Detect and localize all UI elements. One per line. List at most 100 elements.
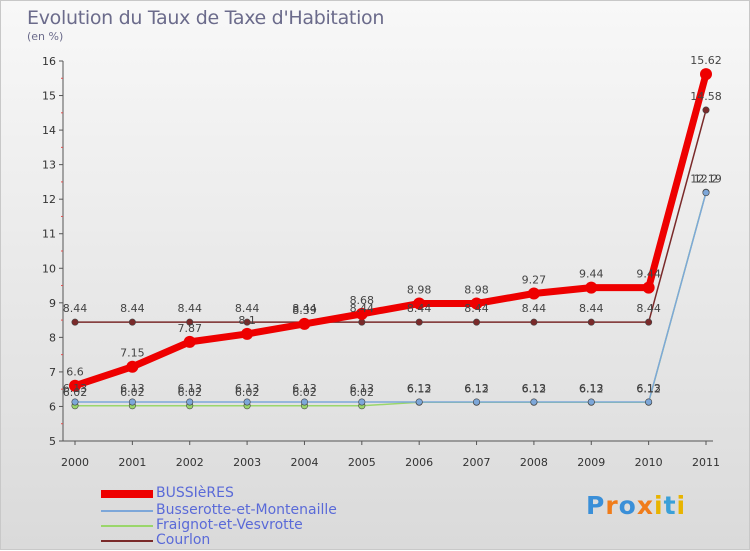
data-point-busserotte-et-montenaille <box>473 398 481 406</box>
data-point-bussie-res <box>355 307 368 320</box>
x-tick-label: 2004 <box>290 456 318 469</box>
data-point-busserotte-et-montenaille <box>587 398 595 406</box>
data-point-busserotte-et-montenaille <box>645 398 653 406</box>
chart-title: Evolution du Taux de Taxe d'Habitation <box>27 7 385 29</box>
data-label-courlon: 8.44 <box>177 302 202 315</box>
data-label-bussie-res: 7.15 <box>120 347 145 360</box>
data-label-busserotte-et-montenaille: 6.13 <box>63 382 88 395</box>
data-point-bussie-res <box>413 297 426 310</box>
y-tick-label: 10 <box>42 262 56 275</box>
data-label-courlon: 8.44 <box>579 302 604 315</box>
series-line-fraignot-et-vesvrotte <box>74 191 707 407</box>
data-label-bussie-res: 9.44 <box>579 268 604 281</box>
data-label-fraignot-et-vesvrotte: 6.12 <box>522 382 547 395</box>
logo-letter-1: P <box>586 491 606 520</box>
data-point-courlon <box>415 318 423 326</box>
data-label-courlon: 8.44 <box>63 302 88 315</box>
data-point-busserotte-et-montenaille <box>300 398 308 406</box>
data-label-fraignot-et-vesvrotte: 6.02 <box>292 386 317 399</box>
data-label-courlon: 8.44 <box>350 302 375 315</box>
data-label-courlon: 8.44 <box>292 302 317 315</box>
data-point-courlon <box>645 318 653 326</box>
x-tick-label: 2008 <box>520 456 548 469</box>
data-point-courlon <box>702 106 710 114</box>
y-tick-label: 15 <box>42 90 56 103</box>
data-label-bussie-res: 7.87 <box>177 322 202 335</box>
data-label-busserotte-et-montenaille: 12.19 <box>690 173 722 186</box>
data-label-bussie-res: 15.62 <box>690 54 722 67</box>
data-point-courlon <box>530 318 538 326</box>
data-label-bussie-res: 8.98 <box>407 284 432 297</box>
y-tick-label: 6 <box>49 400 56 413</box>
data-label-busserotte-et-montenaille: 6.13 <box>177 382 202 395</box>
legend-label-bussieres: BUSSIèRES <box>156 485 234 501</box>
data-label-courlon: 8.44 <box>636 302 661 315</box>
legend-swatch-bussieres <box>101 490 153 498</box>
data-label-fraignot-et-vesvrotte: 6.12 <box>407 382 432 395</box>
data-label-fraignot-et-vesvrotte: 6.02 <box>63 386 88 399</box>
x-tick-label: 2000 <box>61 456 89 469</box>
data-label-busserotte-et-montenaille: 6.13 <box>579 382 604 395</box>
data-point-bussie-res <box>527 287 540 300</box>
logo-letter-4: x <box>636 491 654 520</box>
data-point-busserotte-et-montenaille <box>358 398 366 406</box>
proxiti-logo: Proxiti <box>586 491 686 520</box>
value-labels: 6.6 7.15 7.87 8.1 8.39 8.68 8.98 8.98 9.27 9.44 9.… <box>63 54 722 399</box>
data-label-fraignot-et-vesvrotte: 6.12 <box>636 382 661 395</box>
series-lines <box>71 70 710 407</box>
legend-swatch-courlon <box>101 540 153 542</box>
data-point-bussie-res <box>470 297 483 310</box>
chart-axes: 5 6 7 8 9 10 11 12 13 14 15 16 2000 2001 2002 2003 2004 2… <box>42 55 720 469</box>
logo-letter-3: o <box>618 491 637 520</box>
data-point-courlon <box>128 318 136 326</box>
data-label-busserotte-et-montenaille: 6.13 <box>120 382 145 395</box>
data-point-busserotte-et-montenaille <box>702 189 710 197</box>
data-label-fraignot-et-vesvrotte: 6.02 <box>120 386 145 399</box>
data-point-courlon <box>186 318 194 326</box>
y-tick-label: 8 <box>49 331 56 344</box>
legend-swatch-busserotte <box>101 510 153 512</box>
legend-label-busserotte: Busserotte-et-Montenaille <box>156 502 337 518</box>
data-point-bussie-res <box>69 379 81 392</box>
data-point-busserotte-et-montenaille <box>128 398 136 406</box>
logo-letter-6: t <box>663 491 677 520</box>
data-point-busserotte-et-montenaille <box>243 398 251 406</box>
data-point-bussie-res <box>241 327 254 340</box>
x-tick-label: 2011 <box>692 456 720 469</box>
x-tick-label: 2009 <box>577 456 605 469</box>
data-label-busserotte-et-montenaille: 6.13 <box>636 382 661 395</box>
data-point-bussie-res <box>183 335 196 348</box>
y-tick-label: 14 <box>42 124 56 137</box>
y-tick-label: 13 <box>42 159 56 172</box>
x-tick-label: 2001 <box>118 456 146 469</box>
data-label-bussie-res: 6.6 <box>66 366 84 379</box>
x-tick-label: 2002 <box>176 456 204 469</box>
y-tick-label: 16 <box>42 55 56 68</box>
data-point-bussie-res <box>642 281 655 294</box>
y-tick-label: 5 <box>49 435 56 448</box>
x-tick-label: 2010 <box>635 456 663 469</box>
data-label-busserotte-et-montenaille: 6.13 <box>522 382 547 395</box>
series-line-bussie-res <box>71 70 710 390</box>
data-point-bussie-res <box>298 317 311 330</box>
data-label-fraignot-et-vesvrotte: 6.02 <box>177 386 202 399</box>
data-label-busserotte-et-montenaille: 6.13 <box>464 382 489 395</box>
data-label-courlon: 8.44 <box>407 302 432 315</box>
data-label-bussie-res: 8.68 <box>350 294 375 307</box>
data-point-courlon <box>243 318 251 326</box>
data-point-busserotte-et-montenaille <box>415 398 423 406</box>
series-line-busserotte-et-montenaille <box>74 191 707 403</box>
x-tick-label: 2006 <box>405 456 433 469</box>
data-point-courlon <box>587 318 595 326</box>
data-point-bussie-res <box>126 360 139 373</box>
data-point-busserotte-et-montenaille <box>186 398 194 406</box>
data-point-bussie-res <box>700 68 712 81</box>
data-label-fraignot-et-vesvrotte: 6.12 <box>464 382 489 395</box>
data-label-fraignot-et-vesvrotte: 12.2 <box>694 172 719 185</box>
legend-label-fraignot: Fraignot-et-Vesvrotte <box>156 517 303 533</box>
logo-letter-5: i <box>654 491 664 520</box>
data-point-courlon <box>71 318 79 326</box>
data-label-bussie-res: 8.98 <box>464 284 489 297</box>
